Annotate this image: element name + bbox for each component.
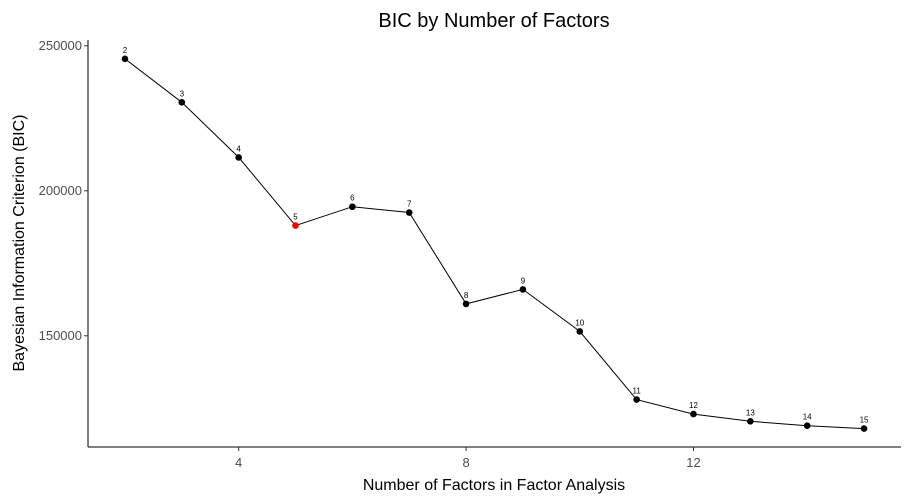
data-point (860, 425, 868, 432)
data-point-label: 12 (689, 401, 698, 410)
data-point-label: 15 (860, 416, 869, 425)
bic-line (124, 58, 865, 430)
y-ticks: 150000 200000 250000 (39, 38, 88, 343)
data-point-label: 14 (803, 413, 812, 422)
data-point-label: 4 (236, 144, 241, 153)
data-point (803, 422, 811, 429)
data-point (690, 410, 697, 418)
data-point (462, 300, 470, 308)
x-axis-label: Number of Factors in Factor Analysis (363, 477, 625, 494)
x-tick-label: 12 (686, 455, 700, 470)
data-point-highlighted (292, 222, 299, 229)
data-point (405, 209, 413, 216)
data-point (178, 99, 186, 106)
data-point (519, 286, 527, 293)
data-point-label: 13 (746, 408, 755, 417)
data-point-label: 5 (293, 213, 298, 222)
data-point-label: 2 (123, 46, 128, 55)
y-tick-label: 250000 (39, 38, 82, 53)
data-point-label: 9 (521, 276, 526, 285)
data-point (349, 203, 356, 211)
data-point (576, 328, 584, 335)
data-point-label: 3 (180, 89, 185, 98)
x-tick-label: 4 (235, 455, 242, 470)
data-point-label: 6 (350, 194, 355, 203)
y-axis-label: Bayesian Information Criterion (BIC) (11, 115, 28, 372)
axes (87, 40, 901, 448)
data-point (121, 55, 129, 63)
data-point (235, 154, 242, 161)
data-point-label: 11 (632, 387, 641, 396)
chart-title: BIC by Number of Factors (378, 10, 609, 32)
data-point-label: 7 (407, 200, 412, 209)
bic-series: 2 3 4 5 6 7 8 9 10 11 12 13 14 15 (121, 46, 869, 432)
x-ticks: 4 8 12 (235, 447, 701, 470)
data-point (747, 418, 754, 425)
y-tick-label: 200000 (39, 183, 82, 198)
data-point-label: 10 (575, 318, 584, 327)
x-tick-label: 8 (462, 455, 469, 470)
data-point (633, 396, 640, 403)
y-tick-label: 150000 (39, 328, 82, 343)
data-point-label: 8 (464, 291, 469, 300)
